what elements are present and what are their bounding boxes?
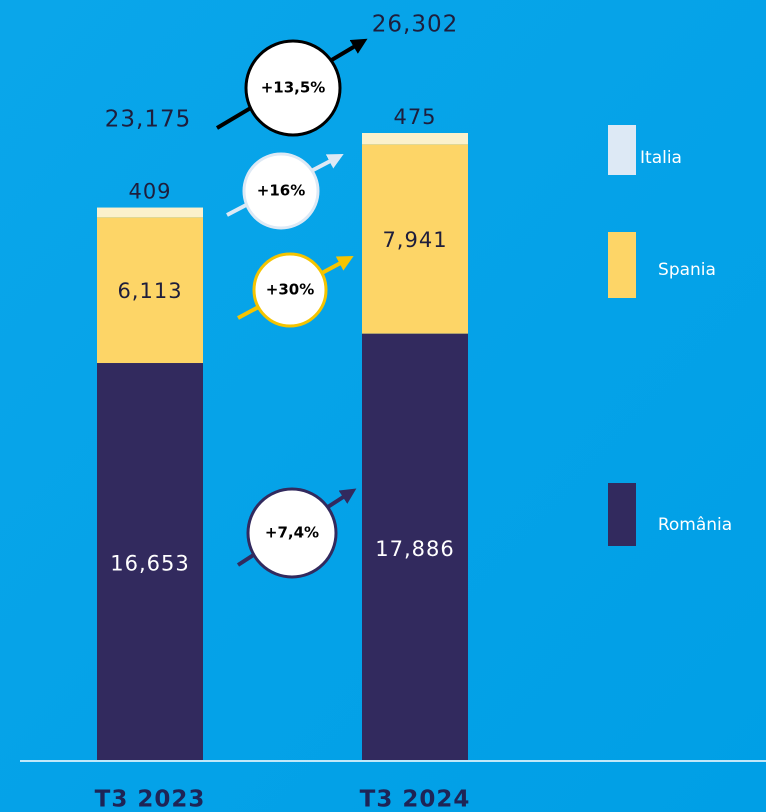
legend-swatch xyxy=(608,232,636,298)
circle xyxy=(242,152,320,230)
value-label: 16,653 xyxy=(110,552,189,576)
legend-label: Italia xyxy=(640,148,682,168)
circle xyxy=(252,252,328,328)
bar-segment xyxy=(362,144,468,334)
circle xyxy=(246,487,338,579)
annotation: +7,4% xyxy=(265,524,319,542)
x-tick-label: T3 2023 xyxy=(95,787,206,812)
bar-segment xyxy=(97,207,203,218)
bar-segment xyxy=(97,363,203,760)
annotation: +13,5% xyxy=(261,79,326,97)
x-tick-label: T3 2024 xyxy=(360,787,471,812)
growth-italia: +16% xyxy=(226,152,344,230)
bar-segment xyxy=(362,133,468,145)
circle xyxy=(244,39,342,137)
legend-label: Spania xyxy=(658,260,716,280)
growth-romania: +7,4% xyxy=(236,487,357,579)
bar-segment xyxy=(362,333,468,760)
growth-spania: +30% xyxy=(237,252,354,328)
value-label: 7,941 xyxy=(382,228,447,252)
growth-total: +13,5% xyxy=(215,38,368,137)
total-label: 26,302 xyxy=(372,12,458,38)
legend-swatch xyxy=(608,483,636,546)
legend-label: România xyxy=(658,515,732,535)
value-label: 17,886 xyxy=(375,537,454,561)
annotation: +16% xyxy=(257,182,305,200)
total-label: 23,175 xyxy=(105,107,191,133)
value-label: 475 xyxy=(393,105,436,129)
legend-swatch xyxy=(608,125,636,175)
value-label: 6,113 xyxy=(117,279,182,303)
value-label: 409 xyxy=(128,180,171,204)
annotation: +30% xyxy=(266,281,314,299)
bar-segment xyxy=(97,217,203,364)
